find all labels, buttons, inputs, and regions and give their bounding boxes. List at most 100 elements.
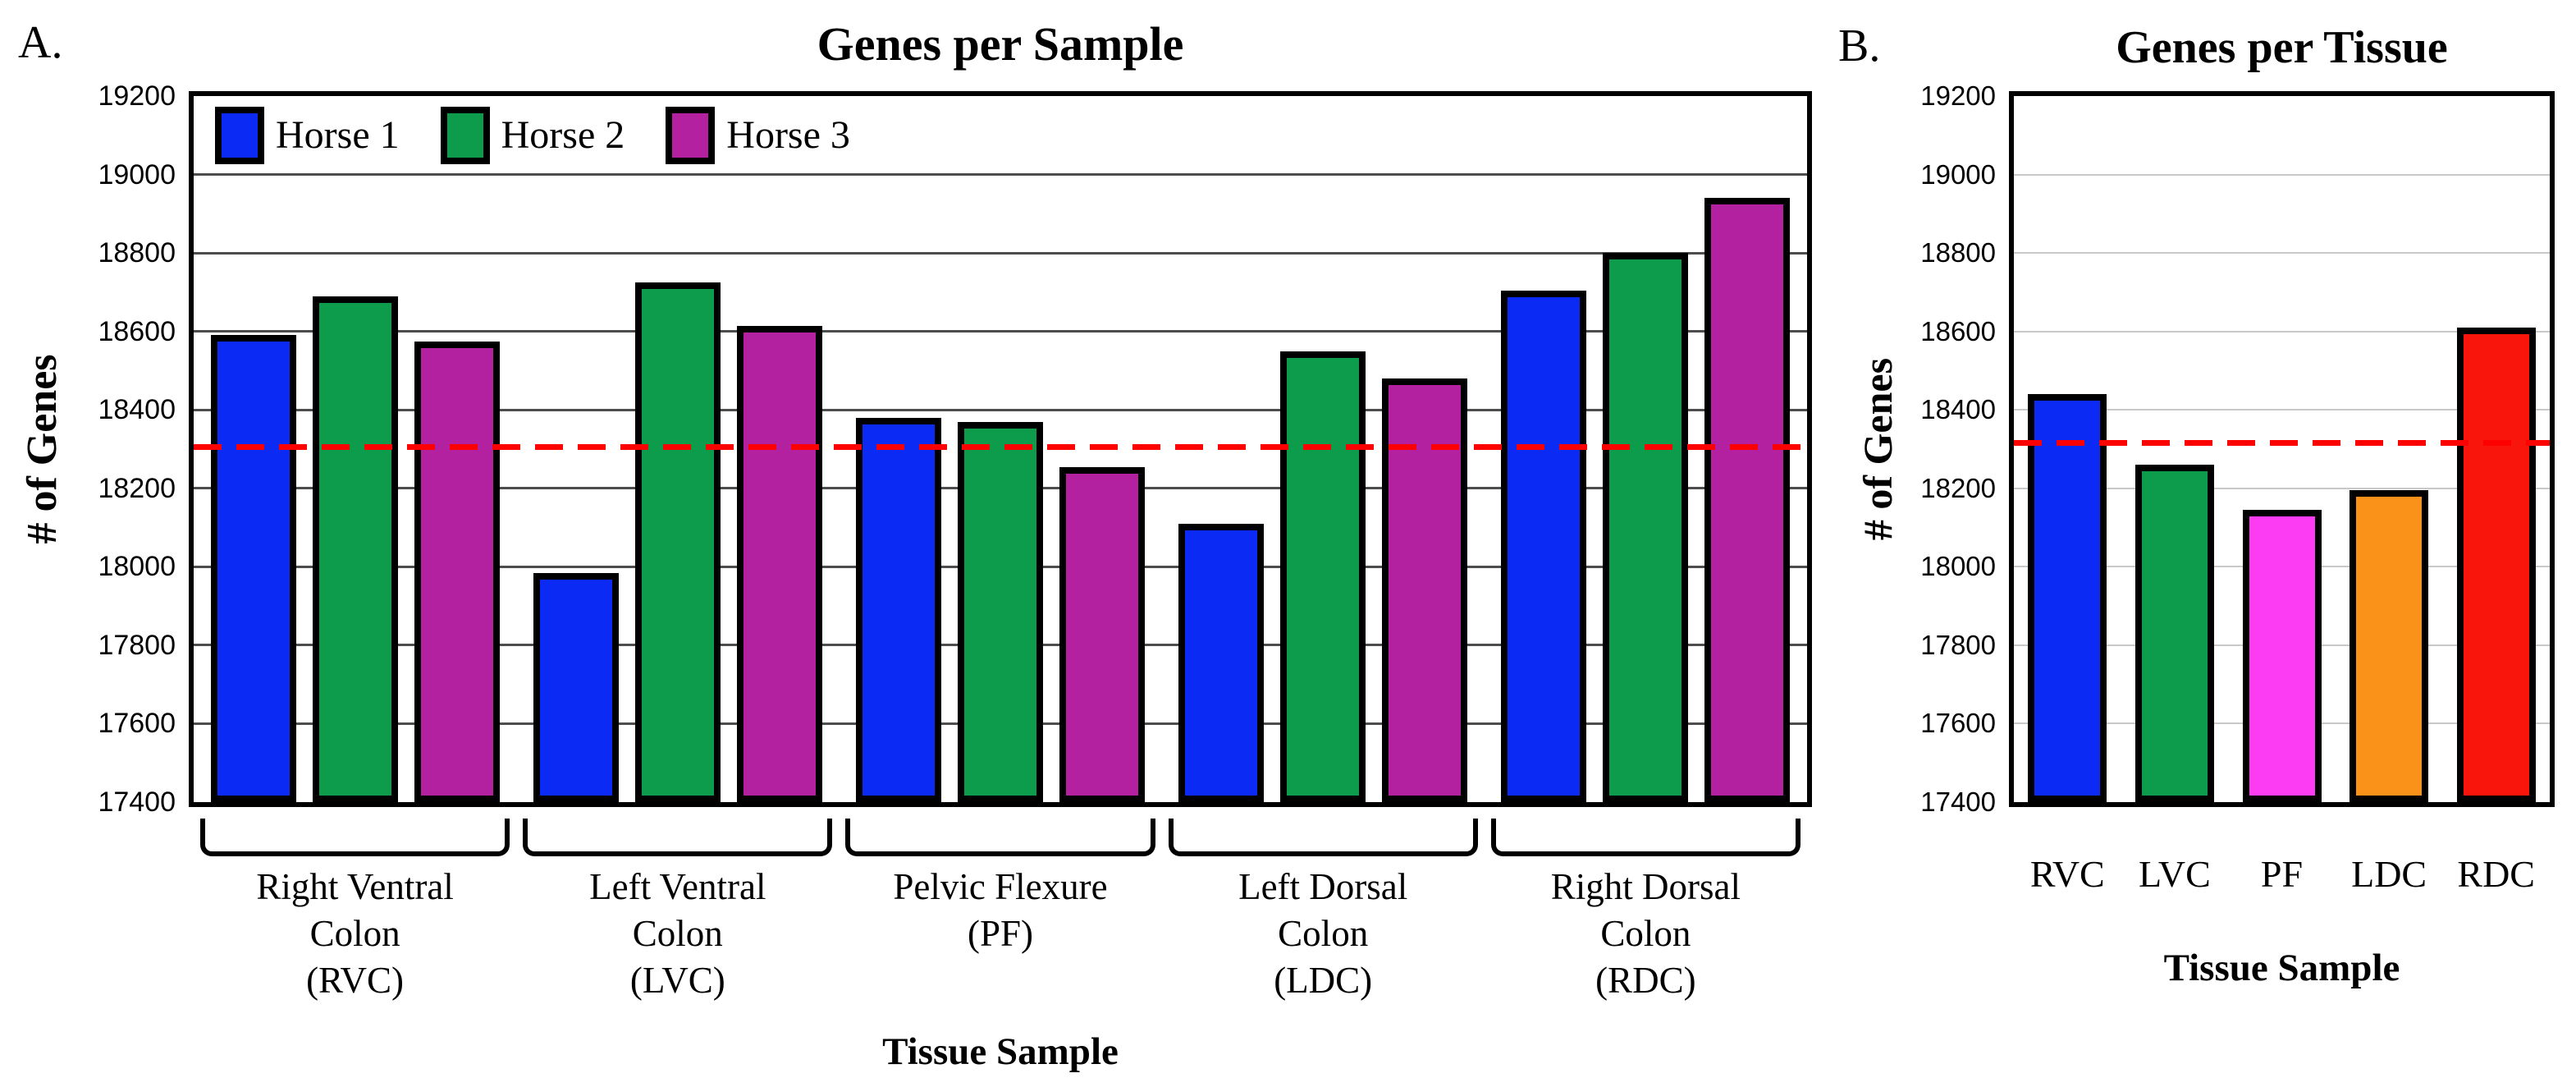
category-label-rdc: Right Dorsal Colon (RDC) [1494, 864, 1797, 1004]
y-tick-label-19200: 19200 [1920, 80, 1996, 111]
category-label-line: (RDC) [1595, 960, 1696, 1001]
group-bracket-rvc [200, 819, 510, 856]
legend: Horse 1 Horse 2 Horse 3 [194, 96, 1807, 175]
bar-a-pf-horse-1 [856, 417, 941, 802]
category-label-line: Pelvic Flexure [893, 866, 1108, 907]
gridline-18400 [194, 408, 1807, 411]
mean-reference-line [2014, 440, 2550, 447]
gridline-18200 [2014, 487, 2550, 489]
y-tick-label-18000: 18000 [1920, 551, 1996, 582]
gridline-18600 [194, 330, 1807, 333]
legend-label-horse-3: Horse 3 [726, 113, 850, 158]
y-tick-label-17400: 17400 [1920, 787, 1996, 817]
legend-swatch-horse-3 [666, 106, 716, 164]
panel-a-plot-area: Horse 1 Horse 2 Horse 3 [189, 91, 1812, 807]
category-label-line: (LVC) [629, 960, 725, 1001]
bar-a-lvc-horse-3 [736, 325, 822, 802]
category-label-b-pf: PF [2260, 853, 2304, 895]
y-tick-label-17800: 17800 [98, 629, 176, 661]
category-label-line: Right Dorsal [1550, 866, 1741, 907]
panel-a-x-axis-title: Tissue Sample [882, 1030, 1119, 1073]
y-tick-label-18600: 18600 [98, 315, 176, 347]
gridline-19000 [194, 173, 1807, 177]
y-tick-label-18400: 18400 [98, 394, 176, 426]
y-tick-label-17600: 17600 [98, 708, 176, 740]
bar-a-rdc-horse-1 [1501, 290, 1587, 802]
y-tick-label-18800: 18800 [98, 237, 176, 269]
gridline-19000 [2014, 173, 2550, 176]
gridline-18800 [194, 251, 1807, 255]
legend-item-horse-2: Horse 2 [440, 106, 625, 164]
group-bracket-rdc [1490, 819, 1800, 856]
y-tick-label-18400: 18400 [1920, 394, 1996, 425]
panel-b-y-axis-title: # of Genes [1855, 357, 1901, 541]
category-label-lvc: Left Ventral Colon (LVC) [526, 864, 830, 1004]
y-tick-label-19000: 19000 [1920, 158, 1996, 190]
y-tick-label-17400: 17400 [98, 787, 176, 818]
bar-a-rvc-horse-3 [414, 341, 500, 802]
bar-a-ldc-horse-3 [1382, 378, 1468, 802]
category-label-line: Left Ventral [589, 866, 766, 907]
bar-b-pf [2242, 510, 2322, 802]
category-label-ldc: Left Dorsal Colon (LDC) [1171, 864, 1475, 1004]
group-bracket-ldc [1168, 819, 1478, 856]
bar-b-lvc [2134, 465, 2214, 802]
legend-label-horse-1: Horse 1 [276, 113, 400, 158]
legend-label-horse-2: Horse 2 [501, 113, 625, 158]
category-label-b-ldc: LDC [2351, 853, 2427, 895]
y-tick-label-18200: 18200 [98, 472, 176, 504]
category-label-line: Right Ventral [256, 866, 454, 907]
category-label-b-rdc: RDC [2457, 853, 2535, 895]
y-tick-label-19000: 19000 [98, 158, 176, 190]
category-label-pf: Pelvic Flexure (PF) [849, 864, 1152, 957]
panel-b-title: Genes per Tissue [2116, 22, 2448, 73]
y-tick-label-18800: 18800 [1920, 237, 1996, 268]
legend-swatch-horse-2 [440, 106, 490, 164]
group-bracket-pf [845, 819, 1155, 856]
bar-b-rdc [2456, 327, 2536, 802]
bar-a-rdc-horse-2 [1603, 253, 1689, 802]
bar-a-pf-horse-2 [958, 421, 1043, 802]
bar-a-pf-horse-3 [1059, 466, 1145, 802]
bar-a-lvc-horse-1 [533, 572, 619, 802]
y-tick-label-18200: 18200 [1920, 472, 1996, 503]
bar-a-rdc-horse-3 [1704, 198, 1791, 802]
bar-a-lvc-horse-2 [634, 282, 721, 802]
category-label-line: (PF) [967, 913, 1034, 954]
category-label-line: Colon [309, 913, 400, 954]
bar-a-rvc-horse-1 [210, 335, 296, 802]
category-label-line: Colon [1600, 913, 1691, 954]
bar-a-rvc-horse-2 [312, 296, 398, 802]
category-label-line: Colon [1278, 913, 1369, 954]
category-label-line: Colon [632, 913, 723, 954]
bar-a-ldc-horse-2 [1280, 351, 1366, 802]
mean-reference-line [194, 444, 1807, 451]
y-tick-label-18000: 18000 [98, 551, 176, 583]
category-label-b-lvc: LVC [2139, 853, 2211, 895]
category-label-line: Left Dorsal [1238, 866, 1408, 907]
panel-a-letter: A. [18, 17, 63, 68]
group-bracket-lvc [523, 819, 833, 856]
panel-a-title: Genes per Sample [817, 17, 1184, 71]
gridline-18800 [2014, 252, 2550, 255]
legend-item-horse-1: Horse 1 [215, 106, 400, 164]
category-label-b-rvc: RVC [2029, 853, 2105, 895]
bar-b-ldc [2350, 490, 2429, 802]
category-label-line: (LDC) [1274, 960, 1373, 1001]
category-label-line: (RVC) [306, 960, 405, 1001]
y-tick-label-19200: 19200 [98, 80, 176, 112]
panel-b-plot-area [2009, 91, 2555, 807]
panel-b-letter: B. [1838, 21, 1881, 71]
gridline-18600 [2014, 330, 2550, 333]
y-tick-label-17600: 17600 [1920, 708, 1996, 739]
bar-a-ldc-horse-1 [1178, 523, 1265, 802]
panel-a-y-axis-title: # of Genes [19, 354, 66, 544]
panel-b-x-axis-title: Tissue Sample [2163, 947, 2400, 989]
legend-item-horse-3: Horse 3 [666, 106, 850, 164]
bar-b-rvc [2028, 394, 2107, 802]
legend-swatch-horse-1 [215, 106, 264, 164]
gridline-18400 [2014, 409, 2550, 411]
y-tick-label-18600: 18600 [1920, 315, 1996, 346]
y-tick-label-17800: 17800 [1920, 629, 1996, 660]
